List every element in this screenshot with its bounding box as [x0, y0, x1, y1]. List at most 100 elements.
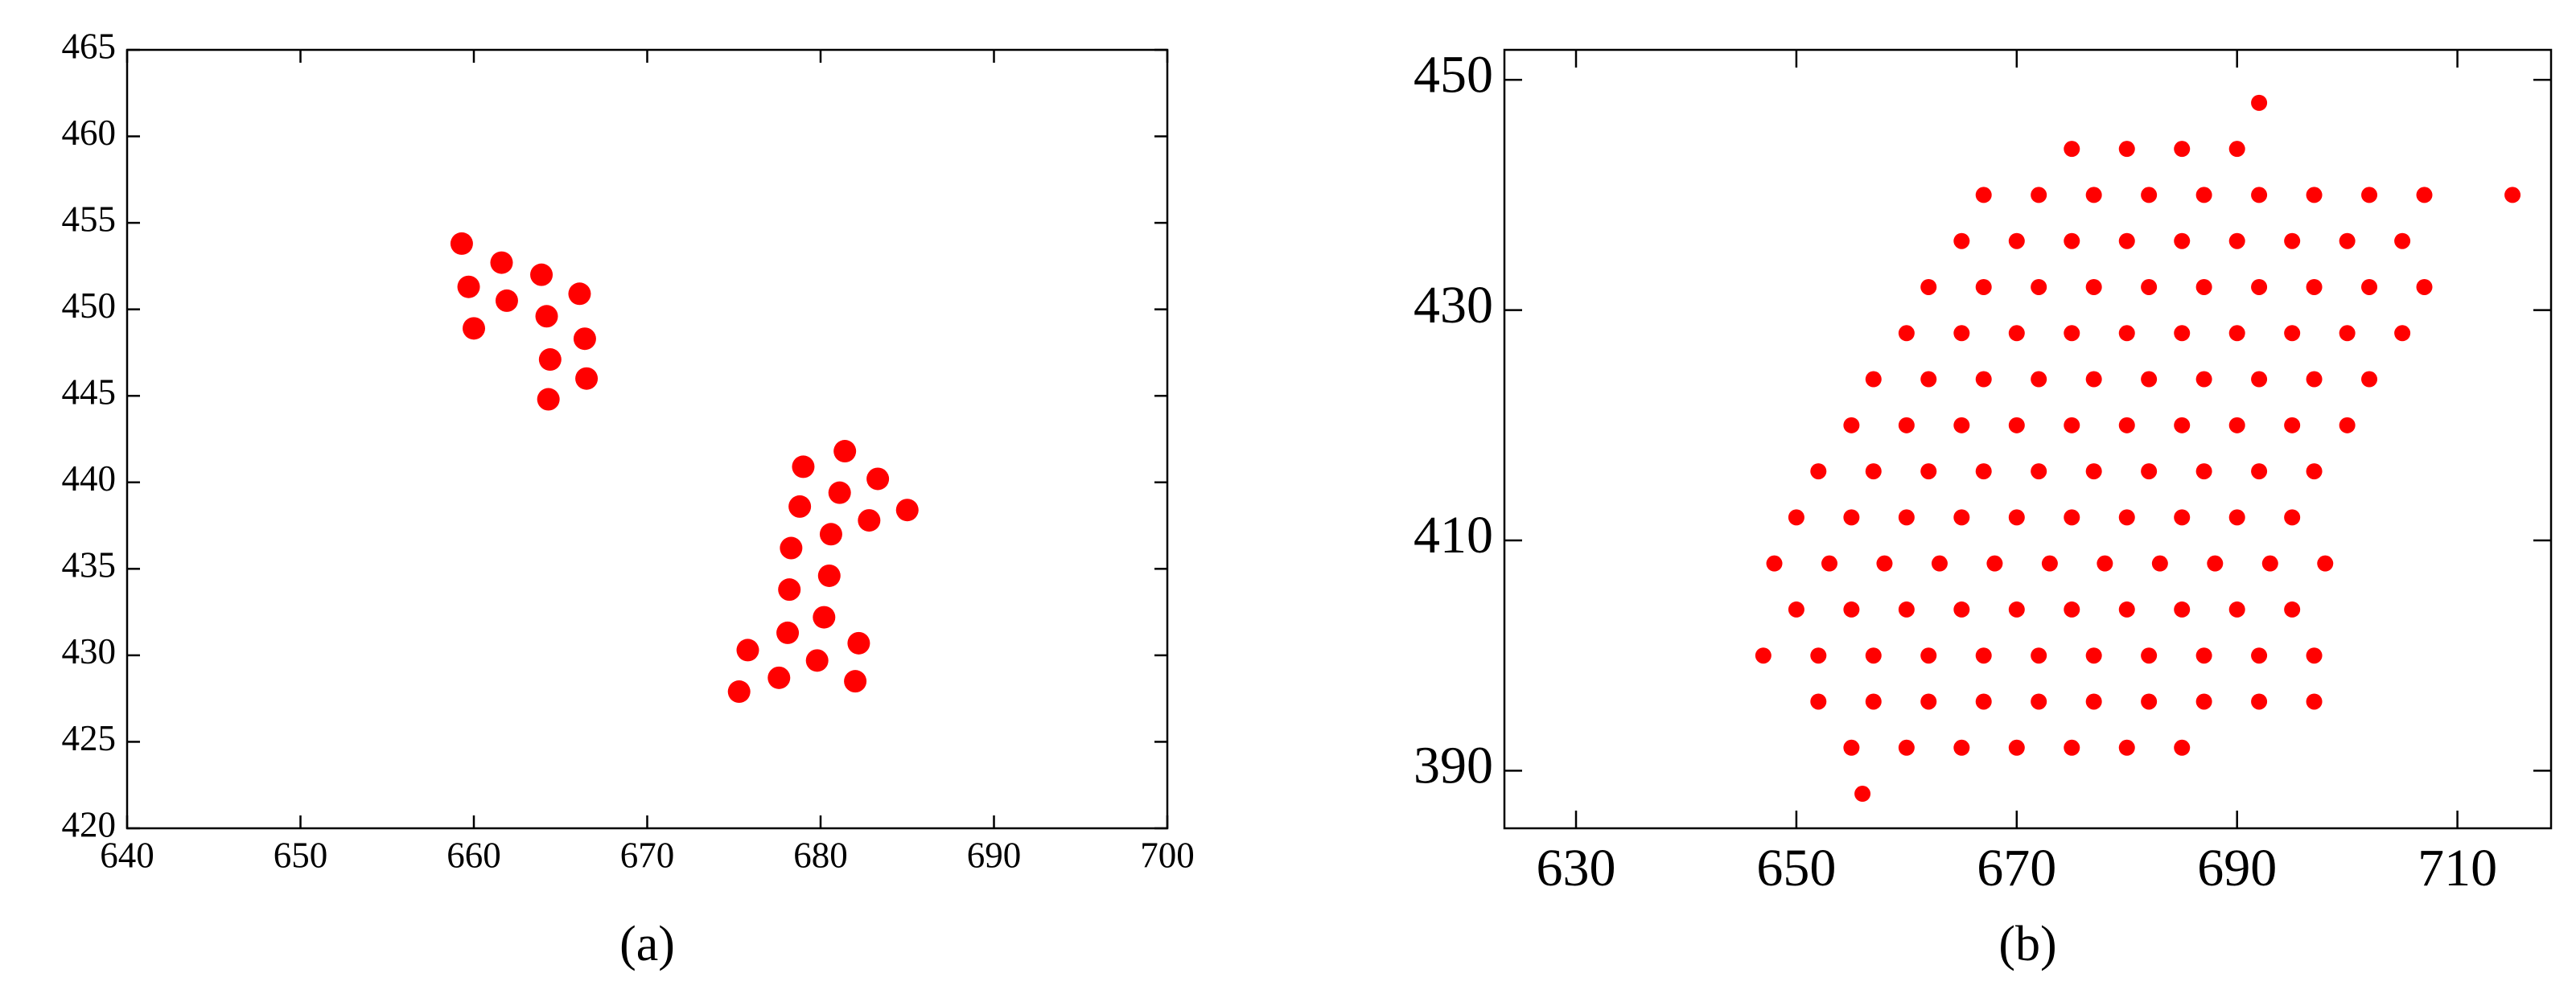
- point: [2064, 141, 2080, 158]
- x-tick-label: 630: [1537, 839, 1616, 897]
- point: [1865, 463, 1882, 480]
- point: [2085, 187, 2102, 203]
- point: [2008, 325, 2025, 342]
- point: [450, 232, 473, 255]
- point: [2085, 693, 2102, 710]
- point: [2416, 187, 2433, 203]
- point: [1898, 739, 1915, 756]
- point: [2118, 232, 2135, 249]
- y-tick-label: 440: [62, 458, 117, 499]
- point: [2041, 555, 2058, 572]
- point: [2361, 278, 2378, 295]
- x-tick-label: 650: [1756, 839, 1836, 897]
- point: [2306, 187, 2323, 203]
- point: [2207, 555, 2224, 572]
- point: [1975, 693, 1992, 710]
- point: [1865, 647, 1882, 664]
- point: [2174, 739, 2191, 756]
- point: [535, 305, 558, 328]
- point: [2031, 187, 2047, 203]
- point: [2141, 463, 2158, 480]
- point: [2118, 739, 2135, 756]
- point: [2031, 693, 2047, 710]
- point: [2008, 739, 2025, 756]
- point: [1920, 463, 1937, 480]
- y-tick-label: 445: [62, 372, 117, 413]
- point: [2228, 509, 2245, 526]
- point: [1843, 739, 1860, 756]
- point: [538, 348, 562, 372]
- y-tick-label: 390: [1414, 737, 1493, 795]
- point: [2195, 693, 2212, 710]
- point: [2174, 601, 2191, 618]
- point: [2141, 693, 2158, 710]
- point: [2118, 509, 2135, 526]
- y-tick-label: 435: [62, 545, 117, 585]
- point: [2284, 417, 2301, 433]
- point: [2394, 232, 2411, 249]
- point: [1975, 278, 1992, 295]
- point: [2174, 325, 2191, 342]
- point: [2339, 417, 2356, 433]
- point: [2251, 187, 2268, 203]
- point: [2064, 325, 2080, 342]
- point: [2394, 325, 2411, 342]
- point: [2118, 141, 2135, 158]
- point: [817, 564, 841, 587]
- point: [2064, 739, 2080, 756]
- point: [2284, 325, 2301, 342]
- point: [2251, 693, 2268, 710]
- y-tick-label: 430: [62, 631, 117, 671]
- point: [2361, 187, 2378, 203]
- point: [895, 499, 919, 522]
- x-tick-label: 660: [446, 836, 501, 876]
- x-tick-label: 700: [1140, 836, 1195, 876]
- point: [2195, 371, 2212, 388]
- point: [1854, 786, 1871, 803]
- point: [1788, 509, 1804, 526]
- x-tick-label: 680: [793, 836, 848, 876]
- point: [2118, 601, 2135, 618]
- point: [463, 317, 485, 340]
- point: [2251, 647, 2268, 664]
- point: [1898, 325, 1915, 342]
- point: [1810, 647, 1827, 664]
- point: [1843, 601, 1860, 618]
- point: [568, 282, 591, 306]
- point: [1931, 555, 1948, 572]
- point: [1898, 509, 1915, 526]
- point: [2228, 325, 2245, 342]
- point: [457, 275, 480, 298]
- point: [2306, 647, 2323, 664]
- panel-label: (b): [1998, 917, 2056, 971]
- x-tick-label: 670: [620, 836, 675, 876]
- point: [1898, 601, 1915, 618]
- point: [2228, 601, 2245, 618]
- point: [530, 263, 553, 286]
- point: [1920, 371, 1937, 388]
- point: [2141, 278, 2158, 295]
- point: [1843, 417, 1860, 433]
- point: [2228, 417, 2245, 433]
- point: [847, 631, 870, 655]
- point: [2174, 509, 2191, 526]
- point: [2504, 187, 2521, 203]
- y-tick-label: 450: [1414, 45, 1493, 104]
- point: [866, 467, 890, 491]
- point: [1810, 463, 1827, 480]
- point: [2085, 463, 2102, 480]
- point: [1953, 509, 1970, 526]
- point: [2008, 232, 2025, 249]
- point: [1865, 371, 1882, 388]
- point: [2339, 325, 2356, 342]
- point: [2339, 232, 2356, 249]
- point: [1788, 601, 1804, 618]
- x-tick-label: 690: [2197, 839, 2277, 897]
- y-tick-label: 430: [1414, 276, 1493, 335]
- x-tick-label: 670: [1977, 839, 2056, 897]
- point: [2306, 278, 2323, 295]
- point: [813, 606, 836, 629]
- point: [2251, 278, 2268, 295]
- point: [2317, 555, 2334, 572]
- plot-frame: [126, 48, 1169, 830]
